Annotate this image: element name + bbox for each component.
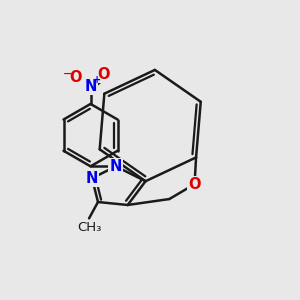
Text: CH₃: CH₃ [77, 221, 101, 234]
Text: −: − [63, 69, 72, 79]
Text: N: N [86, 171, 98, 186]
Text: N: N [110, 159, 122, 174]
Text: N: N [84, 79, 97, 94]
Text: +: + [93, 75, 101, 85]
Text: O: O [188, 177, 201, 192]
Text: O: O [98, 67, 110, 82]
Text: O: O [69, 70, 81, 85]
